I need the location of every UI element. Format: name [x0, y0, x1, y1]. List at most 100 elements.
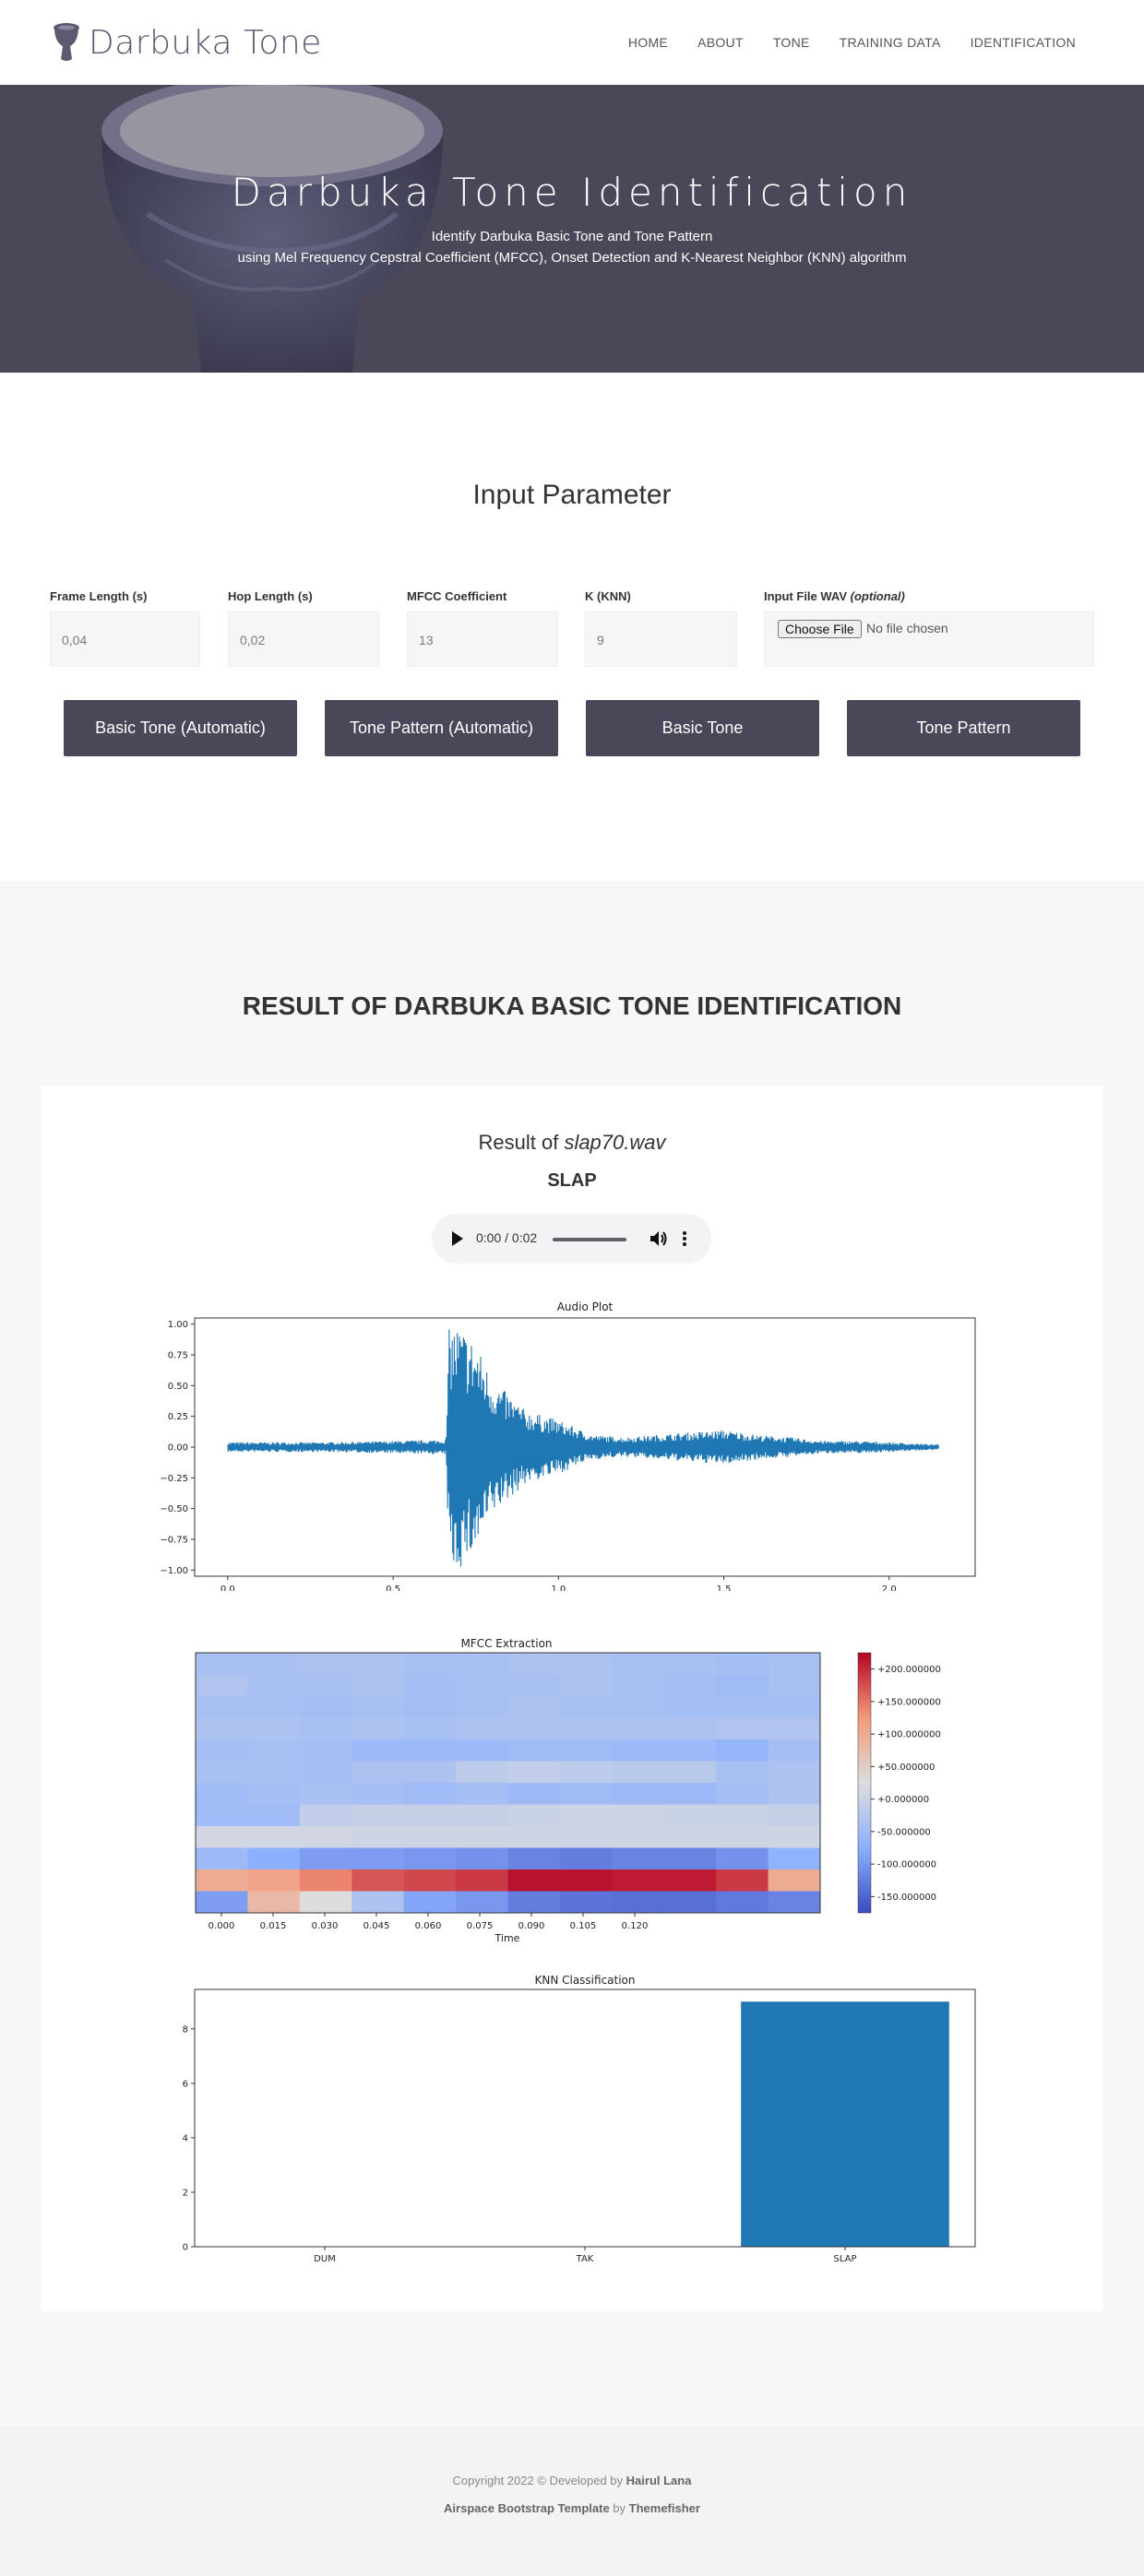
mfcc-cell: [299, 1826, 352, 1848]
nav-identification[interactable]: IDENTIFICATION: [970, 35, 1076, 50]
nav-home[interactable]: HOME: [627, 35, 669, 50]
mfcc-frame: [195, 1652, 821, 1914]
basic-tone-button[interactable]: Basic Tone: [586, 700, 819, 756]
frame-length-input[interactable]: 0,04: [50, 611, 200, 667]
mfcc-cell: [352, 1674, 405, 1697]
mfcc-cell: [456, 1826, 508, 1848]
volume-icon[interactable]: [649, 1230, 668, 1247]
mfcc-cell: [456, 1761, 508, 1784]
mfcc-cell: [768, 1804, 821, 1827]
knn-ytick-label: 6: [183, 2079, 188, 2089]
mfcc-cell: [352, 1653, 405, 1675]
mfcc-cell: [403, 1653, 457, 1675]
audio-time: 0:00 / 0:02: [476, 1230, 538, 1245]
mfcc-cell: [768, 1847, 821, 1870]
audio-ytick-label: −0.25: [160, 1474, 188, 1484]
mfcc-xtick-label: 0.105: [570, 1921, 597, 1931]
mfcc-cell: [456, 1674, 508, 1697]
mfcc-cell: [247, 1847, 301, 1870]
mfcc-cell: [299, 1739, 352, 1762]
mfcc-colorbar: [857, 1652, 872, 1914]
play-icon[interactable]: [452, 1231, 463, 1246]
audio-ytick-label: 0.50: [168, 1382, 188, 1392]
mfcc-cell: [612, 1717, 665, 1740]
file-status: No file chosen: [866, 621, 948, 635]
input-file-label-text: Input File WAV: [764, 589, 848, 603]
mfcc-cell: [663, 1696, 717, 1718]
mfcc-colorbar-label: +50.000000: [877, 1763, 935, 1773]
mfcc-cell: [559, 1717, 613, 1740]
mfcc-cell: [403, 1739, 457, 1762]
mfcc-cell: [559, 1739, 613, 1762]
footer-maker-link[interactable]: Themefisher: [628, 2501, 700, 2515]
audio-seek-slider[interactable]: [553, 1238, 626, 1241]
mfcc-cell: [352, 1891, 405, 1914]
mfcc-cell: [456, 1804, 508, 1827]
mfcc-cell: [768, 1717, 821, 1740]
mfcc-cell: [507, 1717, 561, 1740]
input-file-label: Input File WAV (optional): [764, 589, 905, 603]
mfcc-coefficient-label: MFCC Coefficient: [407, 589, 507, 603]
audio-xtick-label: 1.5: [717, 1585, 732, 1591]
hero-banner: Darbuka Tone Identification Identify Dar…: [0, 85, 1144, 373]
knn-plot-title: KNN Classification: [534, 1974, 635, 1987]
optional-note: (optional): [850, 589, 905, 603]
mfcc-cell: [196, 1804, 248, 1827]
mfcc-cell: [612, 1870, 665, 1892]
tone-pattern-button[interactable]: Tone Pattern: [847, 700, 1080, 756]
audio-waveform: [227, 1329, 940, 1567]
mfcc-cell: [716, 1761, 769, 1784]
mfcc-cell: [456, 1717, 508, 1740]
mfcc-cell: [663, 1783, 717, 1805]
mfcc-cell: [456, 1891, 508, 1914]
hop-length-input[interactable]: 0,02: [228, 611, 379, 667]
mfcc-xtick-label: 0.075: [467, 1921, 494, 1931]
tone-pattern-automatic-button[interactable]: Tone Pattern (Automatic): [325, 700, 558, 756]
k-knn-label: K (KNN): [585, 589, 631, 603]
darbuka-drum-image: [101, 85, 443, 373]
brand[interactable]: Darbuka Tone: [52, 20, 322, 65]
mfcc-cell: [768, 1870, 821, 1892]
mfcc-cell: [247, 1674, 301, 1697]
brand-name: Darbuka Tone: [89, 23, 322, 62]
nav-about[interactable]: ABOUT: [697, 35, 744, 50]
mfcc-cell: [299, 1891, 352, 1914]
footer-author-link[interactable]: Hairul Lana: [626, 2474, 692, 2487]
mfcc-cell: [299, 1717, 352, 1740]
mfcc-cell: [663, 1739, 717, 1762]
mfcc-cell: [716, 1847, 769, 1870]
mfcc-coefficient-input[interactable]: 13: [407, 611, 558, 667]
mfcc-cell: [559, 1847, 613, 1870]
mfcc-cell: [663, 1653, 717, 1675]
mfcc-cell: [768, 1739, 821, 1762]
choose-file-button[interactable]: Choose File: [778, 620, 862, 638]
mfcc-cell: [507, 1847, 561, 1870]
footer-template-link[interactable]: Airspace Bootstrap Template: [444, 2501, 610, 2515]
nav-training-data[interactable]: TRAINING DATA: [839, 35, 941, 50]
hero-subtitle-2: using Mel Frequency Cepstral Coefficient…: [237, 250, 907, 266]
mfcc-cell: [559, 1761, 613, 1784]
footer: [0, 2426, 1144, 2576]
more-options-icon[interactable]: [683, 1230, 686, 1247]
basic-tone-automatic-button[interactable]: Basic Tone (Automatic): [64, 700, 297, 756]
mfcc-cell: [299, 1847, 352, 1870]
mfcc-cell: [507, 1761, 561, 1784]
audio-ytick-label: 0.75: [168, 1351, 188, 1361]
hero-subtitle-1: Identify Darbuka Basic Tone and Tone Pat…: [431, 229, 713, 244]
mfcc-cell: [716, 1717, 769, 1740]
mfcc-cell: [559, 1826, 613, 1848]
mfcc-xtick-label: 0.090: [518, 1921, 545, 1931]
knn-bar-chart: KNN Classification DUM TAK SLAP 0 2 4 6 8: [183, 1974, 976, 2264]
mfcc-cell: [663, 1674, 717, 1697]
k-knn-input[interactable]: 9: [585, 611, 737, 667]
mfcc-cell: [663, 1826, 717, 1848]
nav-tone[interactable]: TONE: [772, 35, 810, 50]
knn-xtick-label: TAK: [576, 2254, 594, 2264]
mfcc-cell: [559, 1804, 613, 1827]
mfcc-cell: [196, 1696, 248, 1718]
mfcc-colorbar-label: -150.000000: [877, 1893, 936, 1903]
mfcc-cell: [768, 1891, 821, 1914]
mfcc-cell: [247, 1717, 301, 1740]
audio-plot-title: Audio Plot: [557, 1300, 614, 1313]
mfcc-cell: [247, 1804, 301, 1827]
